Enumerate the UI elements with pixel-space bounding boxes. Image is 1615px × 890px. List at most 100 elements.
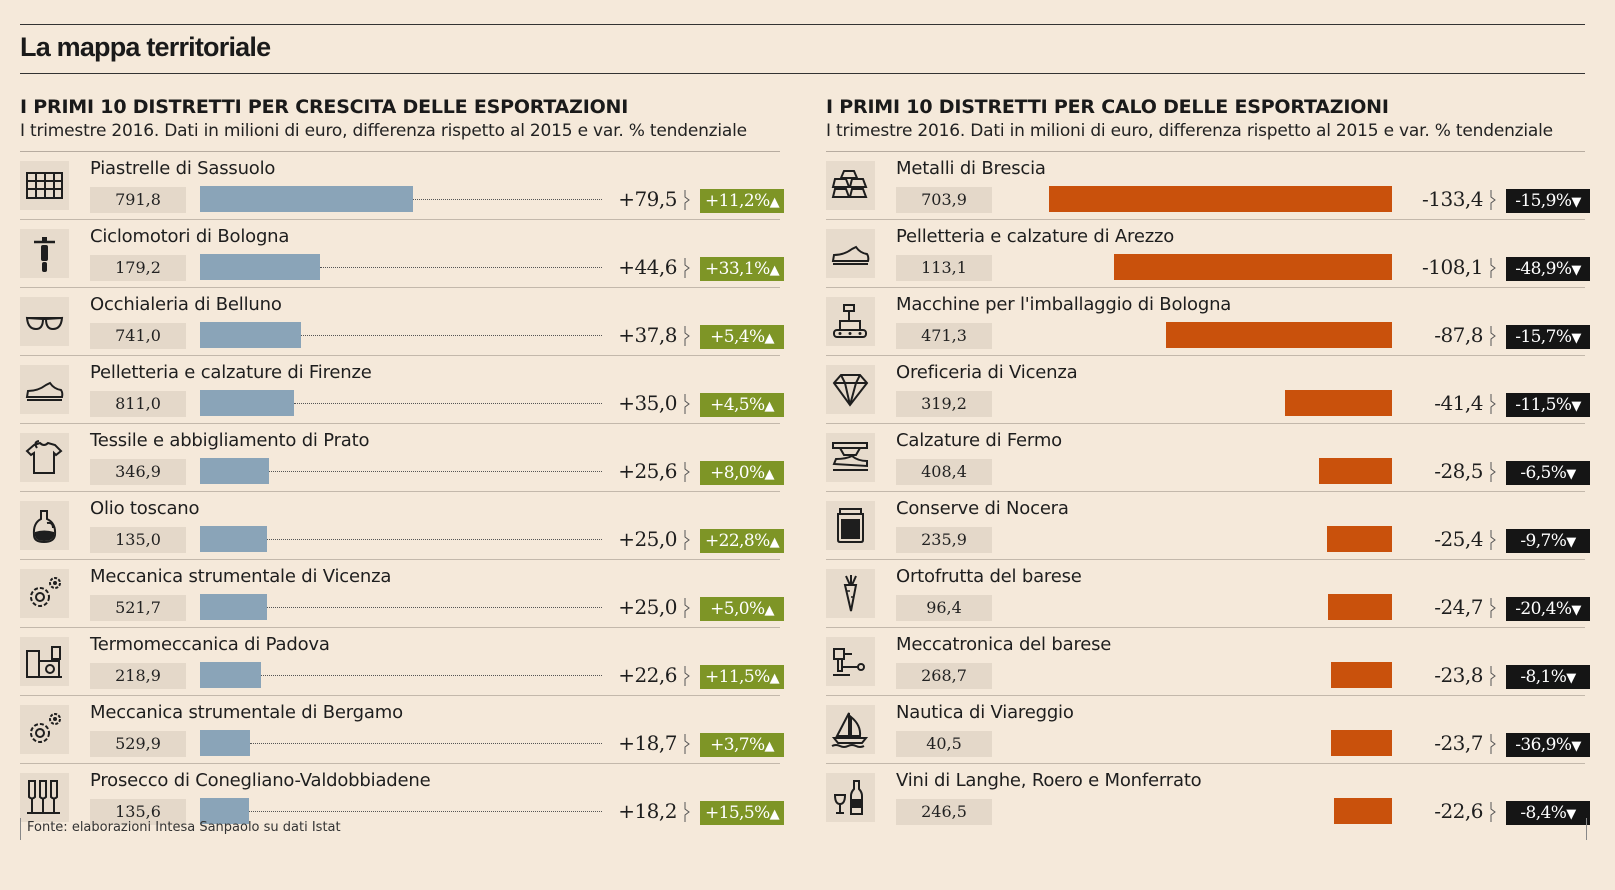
difference-label: -22,6 — [1434, 799, 1483, 823]
district-name: Conserve di Nocera — [896, 498, 1069, 519]
difference-label: +25,0 — [618, 527, 677, 551]
bracket-icon — [1490, 189, 1496, 211]
district-name: Occhialeria di Belluno — [90, 294, 282, 315]
export-value: 408,4 — [896, 459, 992, 485]
export-value: 268,7 — [896, 663, 992, 689]
pct-label: +22,8% — [704, 531, 770, 551]
pct-badge: +11,2%▲ — [700, 189, 784, 213]
triangle-up-icon: ▲ — [764, 603, 775, 618]
triangle-up-icon: ▲ — [764, 399, 775, 414]
bar — [200, 662, 261, 688]
leader-line — [319, 267, 602, 268]
bar-area — [200, 458, 602, 484]
district-name: Ortofrutta del barese — [896, 566, 1082, 587]
table-row: Macchine per l'imballaggio di Bologna 471… — [826, 288, 1590, 356]
pct-label: +11,5% — [704, 667, 770, 687]
bar-area — [200, 322, 602, 348]
pct-badge: -6,5%▼ — [1506, 461, 1590, 485]
bar-area — [1006, 322, 1392, 348]
bracket-icon — [684, 325, 690, 347]
bar-area — [1006, 390, 1392, 416]
table-row: Piastrelle di Sassuolo 791,8 +79,5 +11,2%▲ — [20, 152, 784, 220]
bar — [200, 798, 249, 824]
table-row: Meccanica strumentale di Bergamo 529,9 +18… — [20, 696, 784, 764]
table-row: Nautica di Viareggio 40,5 -23,7 -36,9%▼ — [826, 696, 1590, 764]
bar — [1166, 322, 1392, 348]
table-row: Oreficeria di Vicenza 319,2 -41,4 -11,5%▼ — [826, 356, 1590, 424]
difference-label: +25,0 — [618, 595, 677, 619]
bracket-icon — [1490, 733, 1496, 755]
bracket-icon — [684, 393, 690, 415]
difference-label: -87,8 — [1434, 323, 1483, 347]
triangle-up-icon: ▲ — [764, 467, 775, 482]
bar-area — [200, 662, 602, 688]
bar — [200, 390, 294, 416]
district-name: Oreficeria di Vicenza — [896, 362, 1078, 383]
bar-area — [200, 186, 602, 212]
district-icon-box — [20, 501, 69, 550]
district-icon-box — [826, 569, 875, 618]
export-value: 135,0 — [90, 527, 186, 553]
pct-badge: +5,4%▲ — [700, 325, 784, 349]
district-name: Pelletteria e calzature di Firenze — [90, 362, 372, 383]
table-row: Metalli di Brescia 703,9 -133,4 -15,9%▼ — [826, 152, 1590, 220]
bar — [1333, 798, 1392, 824]
pct-badge: +11,5%▲ — [700, 665, 784, 689]
pct-badge: -15,9%▼ — [1506, 189, 1590, 213]
growth-panel: I PRIMI 10 DISTRETTI PER CRESCITA DELLE … — [20, 95, 784, 831]
leader-line — [413, 199, 602, 200]
pct-badge: -20,4%▼ — [1506, 597, 1590, 621]
bar — [200, 458, 269, 484]
triangle-up-icon: ▲ — [764, 739, 775, 754]
pct-badge: -48,9%▼ — [1506, 257, 1590, 281]
district-icon-box — [826, 297, 875, 346]
bracket-icon — [684, 801, 690, 823]
table-row: Vini di Langhe, Roero e Monferrato 246,5 -… — [826, 764, 1590, 831]
district-icon-box — [20, 433, 69, 482]
table-row: Calzature di Fermo 408,4 -28,5 -6,5%▼ — [826, 424, 1590, 492]
decline-panel-title: I PRIMI 10 DISTRETTI PER CALO DELLE ESPO… — [826, 96, 1389, 118]
difference-label: +18,2 — [618, 799, 677, 823]
bar-area — [200, 594, 602, 620]
difference-label: +22,6 — [618, 663, 677, 687]
decline-rows: Metalli di Brescia 703,9 -133,4 -15,9%▼ Pell… — [826, 151, 1590, 831]
export-value: 521,7 — [90, 595, 186, 621]
difference-label: -133,4 — [1421, 187, 1484, 211]
bracket-icon — [1490, 393, 1496, 415]
district-icon-box — [20, 161, 69, 210]
page-title: La mappa territoriale — [20, 32, 271, 62]
bar — [200, 526, 267, 552]
pct-badge: +8,0%▲ — [700, 461, 784, 485]
bar — [1331, 730, 1392, 756]
bar — [1326, 526, 1392, 552]
triangle-down-icon: ▼ — [1566, 467, 1576, 482]
export-value: 319,2 — [896, 391, 992, 417]
bar-area — [1006, 526, 1392, 552]
bar-area — [1006, 254, 1392, 280]
table-row: Occhialeria di Belluno 741,0 +37,8 +5,4%▲ — [20, 288, 784, 356]
export-value: 235,9 — [896, 527, 992, 553]
bar — [200, 594, 267, 620]
bracket-icon — [684, 189, 690, 211]
district-icon-box — [20, 705, 69, 754]
pct-label: -20,4% — [1515, 599, 1572, 619]
bracket-icon — [684, 461, 690, 483]
bracket-icon — [1490, 801, 1496, 823]
triangle-down-icon: ▼ — [1571, 263, 1581, 278]
pct-badge: +22,8%▲ — [700, 529, 784, 553]
leader-line — [267, 539, 602, 540]
pct-badge: +4,5%▲ — [700, 393, 784, 417]
district-name: Macchine per l'imballaggio di Bologna — [896, 294, 1232, 315]
pct-label: +5,4% — [710, 327, 765, 347]
table-row: Ciclomotori di Bologna 179,2 +44,6 +33,1%▲ — [20, 220, 784, 288]
growth-rows: Piastrelle di Sassuolo 791,8 +79,5 +11,2%▲ C… — [20, 151, 784, 831]
district-name: Piastrelle di Sassuolo — [90, 158, 276, 179]
difference-label: +44,6 — [618, 255, 677, 279]
source-note: Fonte: elaborazioni Intesa Sanpaolo su d… — [27, 820, 341, 835]
export-value: 811,0 — [90, 391, 186, 417]
bar-area — [1006, 798, 1392, 824]
leader-line — [260, 675, 602, 676]
table-row: Pelletteria e calzature di Firenze 811,0 +… — [20, 356, 784, 424]
pct-badge: +15,5%▲ — [700, 801, 784, 825]
bar-area — [1006, 662, 1392, 688]
